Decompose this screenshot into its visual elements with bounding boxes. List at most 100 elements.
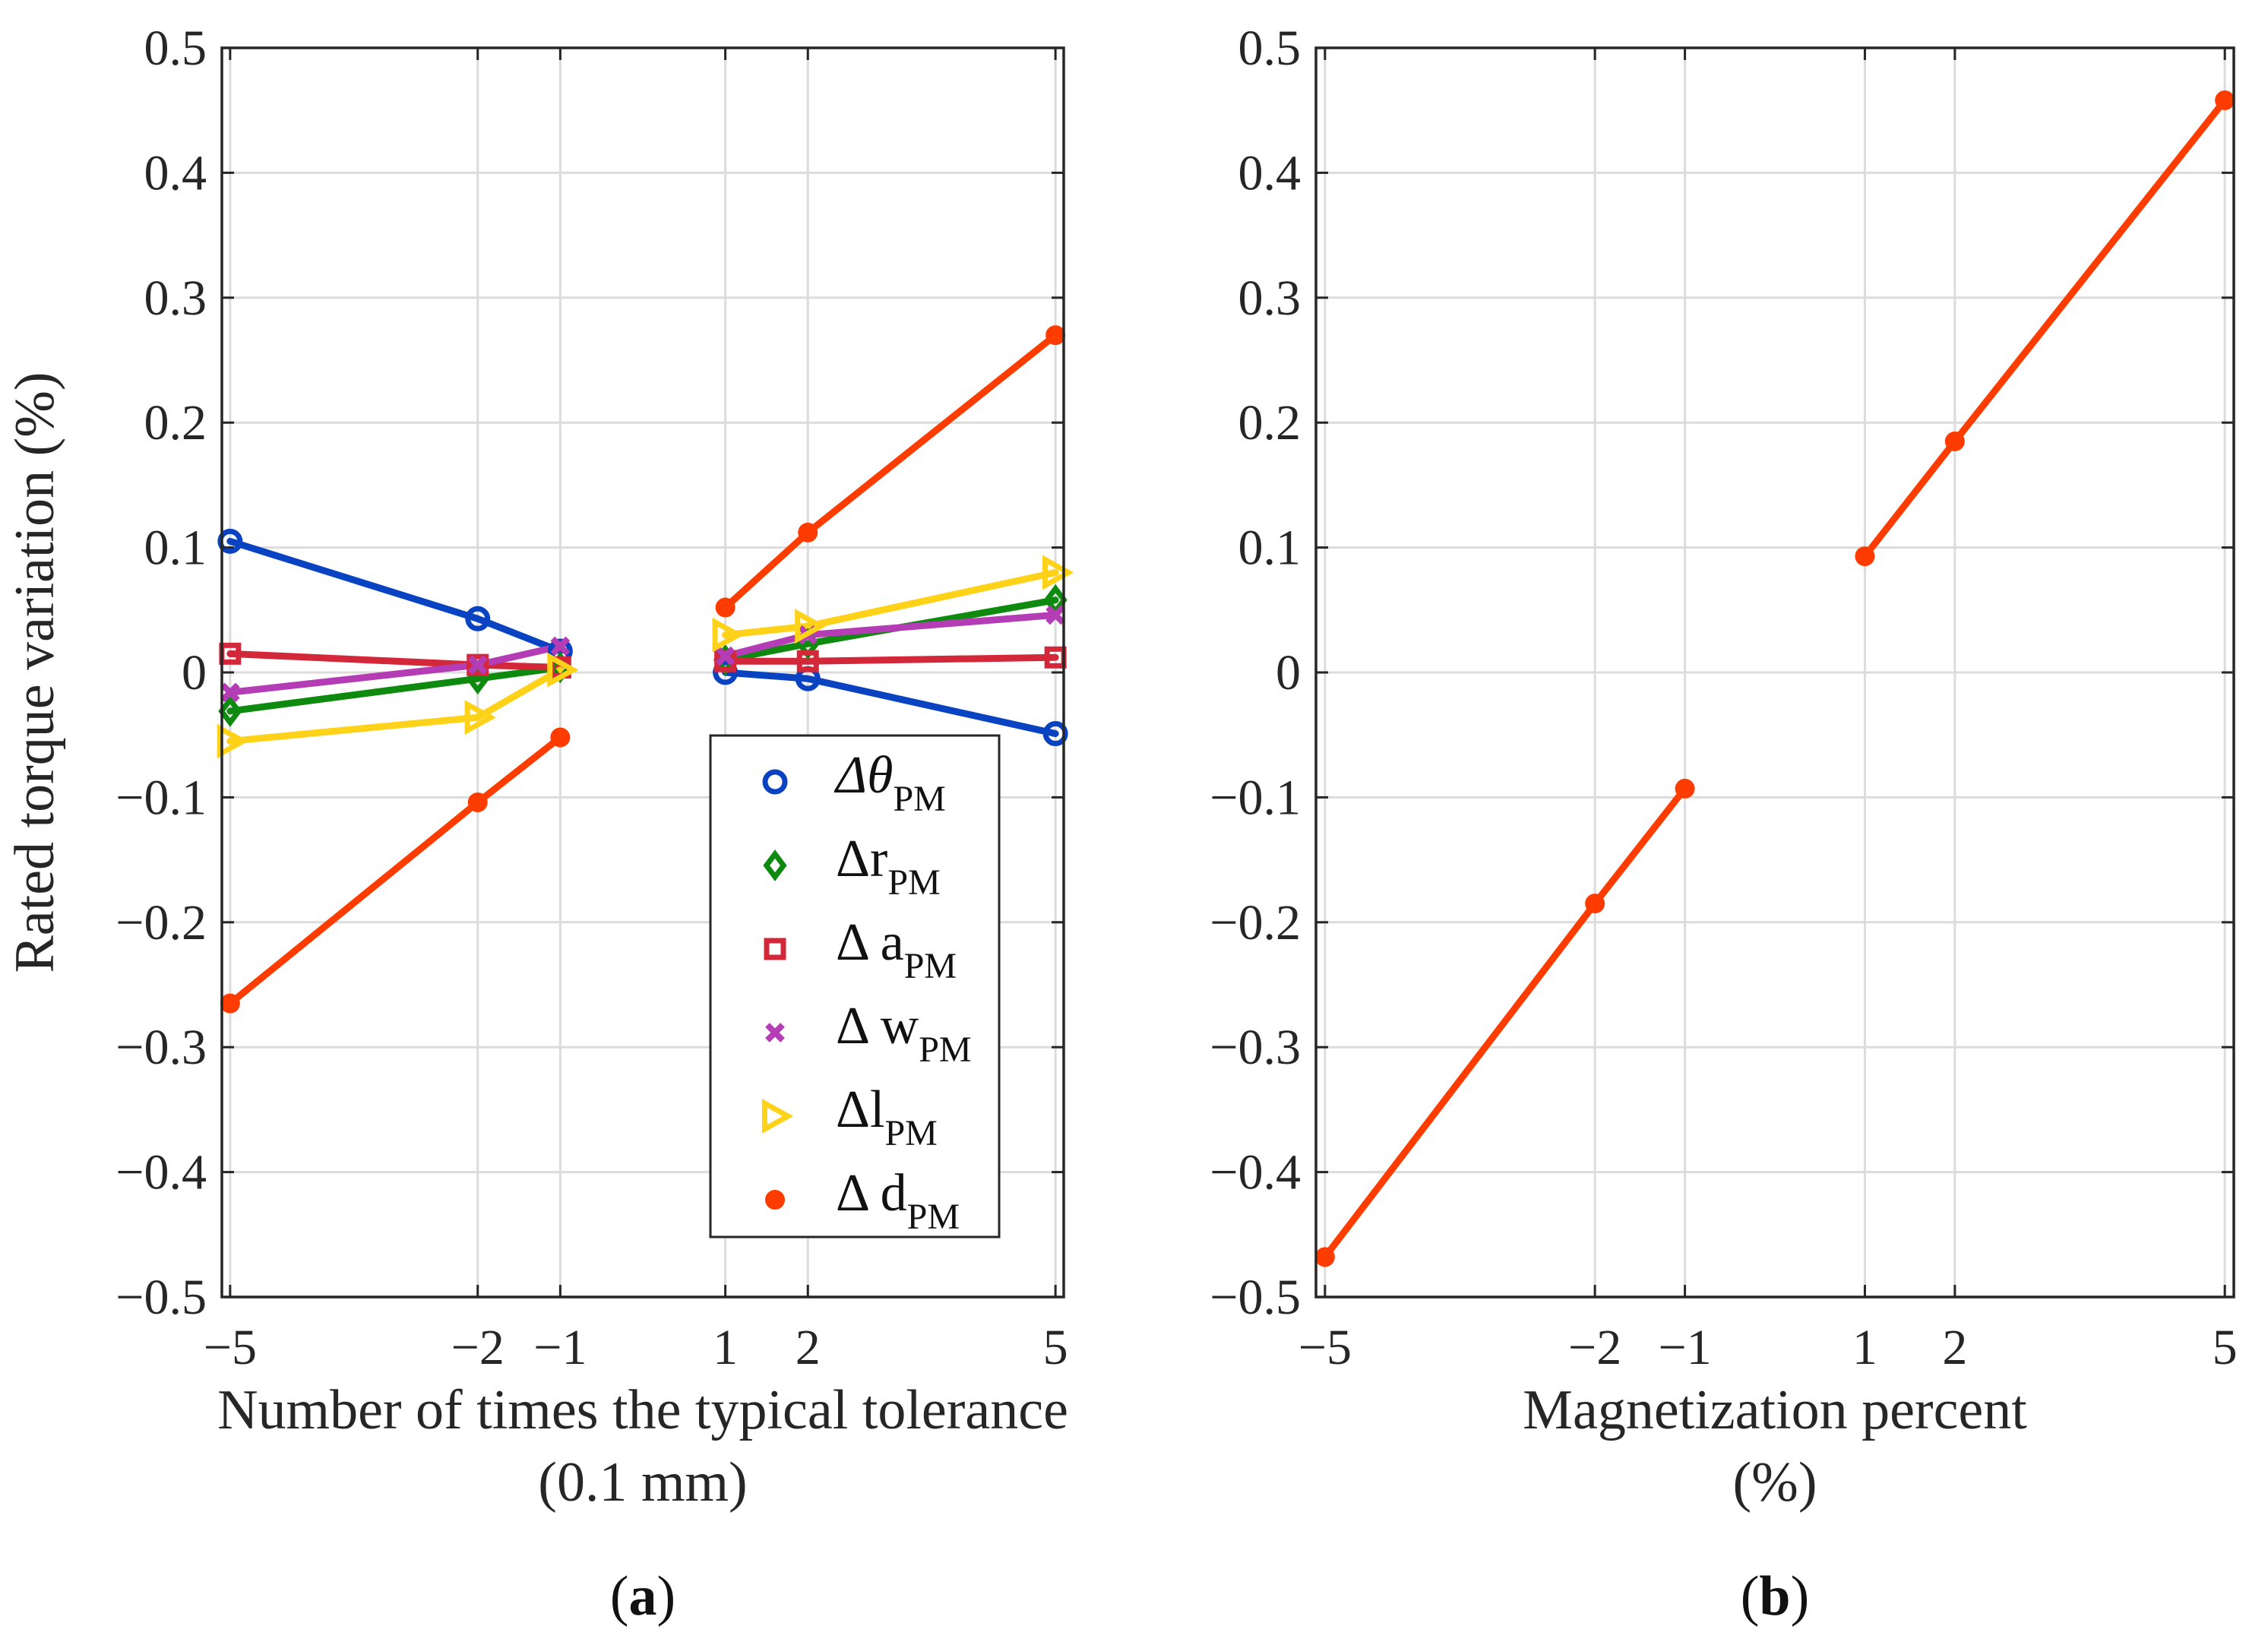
- x-tick-label: −1: [533, 1320, 587, 1375]
- caption-letter: a: [629, 1565, 657, 1628]
- series-line-0-pos: [722, 669, 1059, 738]
- caption-open: (: [610, 1565, 629, 1628]
- legend-marker-1: [763, 849, 787, 881]
- legend-main: Δl: [836, 1080, 884, 1139]
- legend-main: Δ d: [836, 1164, 907, 1223]
- legend-marker-0: [762, 769, 788, 795]
- x-tick-label: −2: [451, 1320, 505, 1375]
- grid: [1316, 46, 2234, 1299]
- panel-a-chart: −5 −2 −1 1 2 5 −0.5 −0.4 −0.3 −0.2 −0.1 0 0.1 0.2 0.3 0…: [4, 21, 1074, 1628]
- data-point-s0-1: [465, 606, 491, 631]
- legend-label-3: Δ wPM: [836, 997, 972, 1070]
- y-tick-label: −0.3: [115, 1020, 207, 1075]
- x-tick-label: 2: [1942, 1320, 1967, 1375]
- legend-sub: PM: [887, 862, 940, 903]
- series-line-0-neg: [226, 537, 564, 655]
- x-tick-label: 5: [2213, 1320, 2238, 1375]
- data-point-s3-5: [1045, 605, 1065, 625]
- y-tick-label: −0.4: [1210, 1145, 1301, 1201]
- data-point-s4-2: [547, 652, 579, 688]
- data-point-s5-1: [467, 792, 488, 812]
- legend-label-1: ΔrPM: [836, 830, 941, 903]
- x-tick-label: 1: [1852, 1320, 1877, 1375]
- y-tick-label: 0: [182, 645, 207, 701]
- series-line-4-pos: [722, 568, 1059, 639]
- legend-box: [709, 734, 1001, 1238]
- y-axis-label: Rated torque variation (%): [4, 372, 66, 973]
- legend-sub: PM: [907, 1197, 960, 1237]
- legend-marker-2: [764, 938, 786, 960]
- y-tick-label: −0.1: [1210, 770, 1301, 825]
- legend-sub: PM: [919, 1030, 971, 1070]
- panel-b-chart: −5 −2 −1 1 2 5 −0.5 −0.4 −0.3 −0.2 −0.1 0 0.1 0.2 0.3 0…: [1210, 21, 2237, 1628]
- x-axis-label: Magnetization percent: [1523, 1379, 2027, 1441]
- data-point-s5-2: [550, 727, 571, 748]
- y-tick-label: 0.2: [144, 395, 207, 451]
- y-tick-label: 0.1: [1238, 520, 1302, 576]
- legend-label-0: ΔθPM: [833, 746, 946, 819]
- x-tick-label: −2: [1568, 1320, 1621, 1375]
- legend-marker-5: [765, 1190, 785, 1210]
- panel-caption: (a): [610, 1565, 675, 1628]
- legend-sub: PM: [884, 1113, 937, 1153]
- x-tick-label: 1: [713, 1320, 738, 1375]
- data-point-s5-3: [715, 597, 735, 618]
- y-tick-label: 0.5: [1238, 21, 1302, 76]
- legend-main: Δθ: [833, 746, 893, 805]
- x-tick-label: 2: [796, 1320, 821, 1375]
- legend-main: Δ a: [836, 913, 904, 972]
- data-point-s3-0: [220, 682, 240, 703]
- panel-caption: (b): [1741, 1565, 1809, 1628]
- x-axis-label-units: (0.1 mm): [538, 1451, 747, 1514]
- series-line-5-pos: [722, 331, 1059, 612]
- series-line-1-neg: [226, 663, 564, 715]
- y-tick-label: −0.5: [1210, 1270, 1301, 1325]
- legend-label-5: Δ dPM: [836, 1164, 960, 1237]
- data-point-s4-1: [464, 700, 496, 736]
- y-tick-label: 0.4: [144, 145, 207, 201]
- data-point-s0-0: [1314, 1247, 1335, 1267]
- data-point-s0-3: [1855, 546, 1875, 567]
- data-point-s0-5: [1042, 721, 1068, 747]
- x-tick-label: 5: [1043, 1320, 1068, 1375]
- data-point-s3-2: [550, 636, 571, 656]
- data-point-s2-1: [467, 653, 489, 676]
- data-point-s5-5: [1045, 325, 1066, 346]
- data-point-s0-1: [1585, 894, 1605, 914]
- data-point-s0-3: [713, 660, 739, 685]
- series-line-0-pos: [1861, 96, 2228, 560]
- y-tick-label: 0: [1276, 645, 1301, 701]
- y-tick-label: 0.4: [1238, 145, 1302, 201]
- data-point-s3-3: [715, 646, 735, 666]
- series-group: [1314, 90, 2235, 1267]
- caption-letter: b: [1759, 1565, 1790, 1628]
- data-point-s4-3: [712, 617, 744, 653]
- x-tick-label: −5: [1298, 1320, 1352, 1375]
- data-point-s5-0: [220, 993, 240, 1014]
- x-axis-label-units: (%): [1733, 1451, 1817, 1514]
- legend-label-2: Δ aPM: [836, 913, 957, 986]
- series-line-1-pos: [722, 596, 1059, 664]
- y-tick-label: 0.1: [144, 520, 207, 576]
- data-point-s2-4: [796, 650, 819, 672]
- y-tick-label: 0.5: [144, 21, 207, 76]
- series-line-5-neg: [226, 733, 564, 1008]
- legend-main: Δr: [836, 830, 887, 888]
- x-tick-label: −1: [1658, 1320, 1711, 1375]
- data-point-s5-4: [798, 522, 818, 543]
- data-point-s3-1: [467, 655, 488, 675]
- y-tick-label: 0.2: [1238, 395, 1302, 451]
- series-group: [217, 325, 1074, 1014]
- legend-sub: PM: [904, 946, 957, 986]
- legend-label-4: ΔlPM: [836, 1080, 938, 1153]
- data-point-s0-0: [217, 528, 243, 554]
- data-point-s0-2: [1675, 778, 1695, 799]
- series-line-4-neg: [226, 666, 564, 745]
- caption-close: ): [657, 1565, 676, 1628]
- y-tick-label: −0.2: [115, 895, 207, 951]
- y-tick-label: −0.1: [115, 770, 207, 825]
- series-line-2-pos: [722, 653, 1059, 665]
- legend-marker-4: [761, 1099, 794, 1134]
